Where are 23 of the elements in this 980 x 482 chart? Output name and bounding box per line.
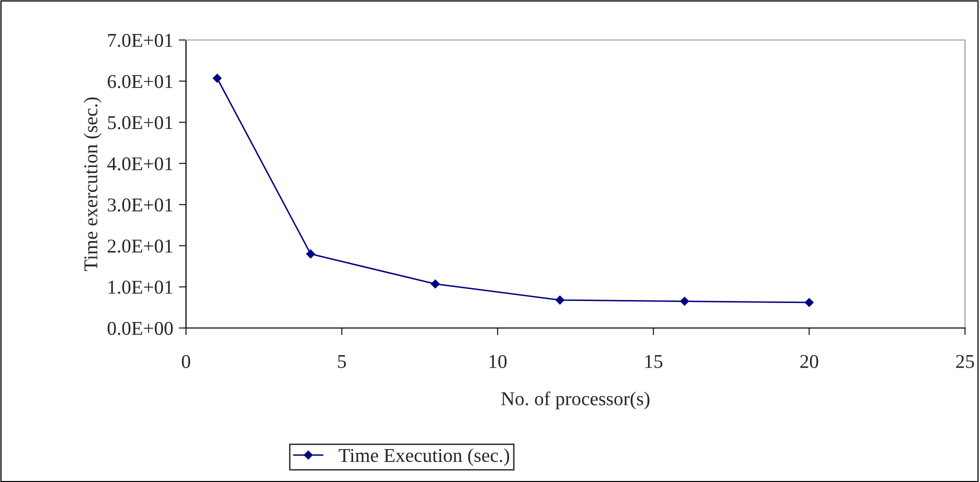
y-axis-title: Time exercution (sec.) [84,97,102,272]
y-tick-label: 2.0E+01 [108,240,172,253]
point [212,74,222,83]
point [430,280,440,288]
y-tick-label: 3.0E+01 [108,198,172,212]
x-tick-label: 10 [490,354,507,368]
y-tick-label: 1.0E+01 [108,280,172,294]
y-tick-label: 6.0E+01 [108,74,172,88]
x-tick-label: 0 [182,354,190,368]
x-tick-label: 15 [645,355,662,368]
x-axis-title: No. of processor(s) [501,391,650,410]
legend-label: Time Execution (sec.) [338,448,510,466]
point [680,296,690,306]
x-tick-label: 5 [338,355,346,368]
point [555,296,564,304]
y-tick-label: 5.0E+01 [108,116,172,130]
x-tick-label: 20 [800,354,818,368]
y-tick-label: 7.0E+01 [108,34,172,48]
y-tick-label: 4.0E+01 [107,157,172,170]
point [306,249,316,258]
x-tick-label: 25 [956,355,974,368]
y-tick-label: 0.0E+00 [108,322,173,336]
point [804,298,814,307]
